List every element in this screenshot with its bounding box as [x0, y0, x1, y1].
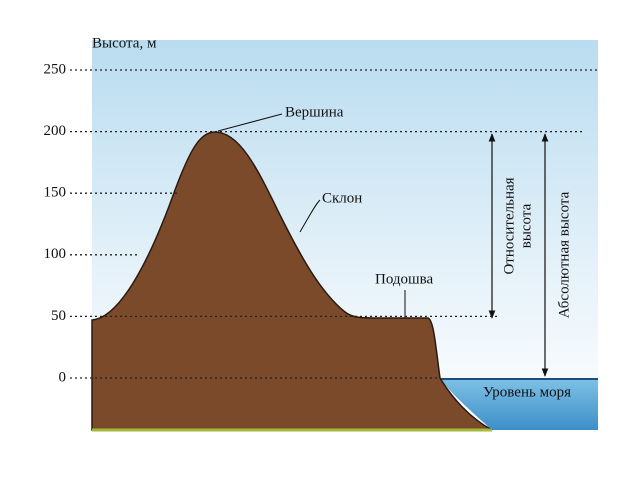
height-scale: 250 200 150 100 50 0 [44, 61, 598, 385]
sea [440, 378, 598, 430]
tick-label: 50 [51, 308, 66, 324]
peak-pointer [217, 113, 283, 132]
absolute-label: Абсолютная высота [556, 191, 572, 318]
relative-label: Относительная [501, 177, 517, 274]
axis-title: Высота, м [92, 35, 157, 51]
mountain [91, 131, 493, 431]
sea-level-label: Уровень моря [483, 384, 571, 400]
tick-label: 0 [59, 369, 67, 385]
slope-label: Склон [322, 190, 362, 206]
slope-pointer [299, 199, 321, 233]
foot-label: Подошва [375, 271, 433, 287]
tick-label: 150 [44, 185, 67, 201]
tick-label: 250 [44, 61, 67, 77]
relative-label: высота [518, 203, 534, 248]
tick-label: 200 [44, 123, 67, 139]
peak-label: Вершина [285, 104, 344, 120]
tick-label: 100 [44, 246, 67, 262]
